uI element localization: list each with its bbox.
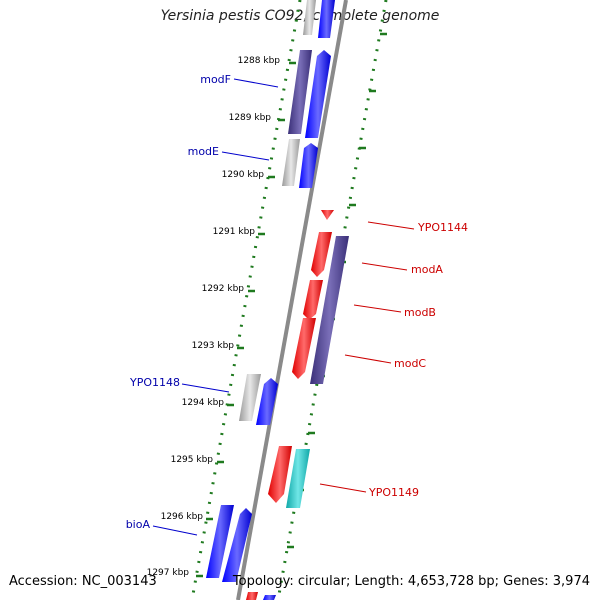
leader-bioA (152, 525, 198, 536)
gene-label-YPO1144[interactable]: YPO1144 (417, 221, 468, 234)
genome-backbone (236, 0, 348, 600)
gene-label-modB[interactable]: modB (404, 306, 436, 319)
tick-label-1291: 1291 kbp (213, 227, 256, 237)
gene-label-YPO1148[interactable]: YPO1148 (129, 376, 180, 389)
gene-YPO1149-cyan[interactable] (286, 449, 310, 508)
leader-YPO1148 (181, 383, 230, 393)
tick-marks (196, 61, 296, 578)
tick-label-1295: 1295 kbp (171, 455, 214, 465)
gene-YPO1148-blue[interactable] (256, 378, 278, 425)
tick-label-1288: 1288 kbp (238, 56, 281, 66)
gene-top-gray[interactable] (303, 0, 316, 35)
gene-YPO1148-gray[interactable] (239, 374, 261, 421)
tick-label-1297: 1297 kbp (147, 568, 190, 578)
tick-label-1294: 1294 kbp (182, 398, 225, 408)
gene-YPO1144[interactable] (321, 210, 334, 220)
gene-label-modC[interactable]: modC (394, 357, 426, 370)
ruler-right (276, 0, 388, 600)
gene-bottom-red[interactable] (246, 592, 258, 600)
gene-modC-red[interactable] (292, 318, 316, 379)
leader-modB (353, 304, 402, 313)
gene-label-modA[interactable]: modA (411, 263, 443, 276)
gene-label-bioA[interactable]: bioA (126, 518, 151, 531)
ruler-left (190, 0, 302, 600)
topology-text: Topology: circular; Length: 4,653,728 bp… (232, 574, 590, 589)
gene-modB-red[interactable] (303, 280, 323, 320)
gene-label-modE[interactable]: modE (188, 145, 219, 158)
tick-label-1296: 1296 kbp (161, 512, 204, 522)
gene-modE-gray[interactable] (282, 139, 300, 186)
tick-label-1292: 1292 kbp (202, 284, 245, 294)
gene-modA-red[interactable] (311, 232, 332, 277)
leader-modE (221, 151, 270, 161)
tick-label-1289: 1289 kbp (229, 113, 272, 123)
gene-modE-blue[interactable] (299, 143, 318, 188)
leader-YPO1144 (367, 221, 415, 230)
gene-bioA-blue-1[interactable] (206, 505, 234, 578)
gene-label-modF[interactable]: modF (200, 73, 231, 86)
map-title: Yersinia pestis CO92, complete genome (160, 8, 440, 24)
leader-modA (361, 262, 408, 271)
gene-modF-purple[interactable] (288, 50, 312, 134)
gene-modF-blue[interactable] (305, 50, 331, 138)
gene-YPO1149-red[interactable] (268, 446, 292, 503)
gene-modA-purple[interactable] (310, 236, 349, 384)
gene-top-blue[interactable] (318, 0, 335, 38)
leader-modC (344, 354, 392, 364)
leader-YPO1149 (319, 483, 367, 493)
tick-label-1293: 1293 kbp (192, 341, 235, 351)
accession-text: Accession: NC_003143 (9, 574, 157, 589)
gene-bottom-blue[interactable] (263, 595, 276, 600)
gene-label-YPO1149[interactable]: YPO1149 (368, 486, 419, 499)
tick-label-1290: 1290 kbp (222, 170, 265, 180)
gene-bioA-blue-2[interactable] (222, 508, 252, 582)
leader-modF (233, 78, 279, 88)
